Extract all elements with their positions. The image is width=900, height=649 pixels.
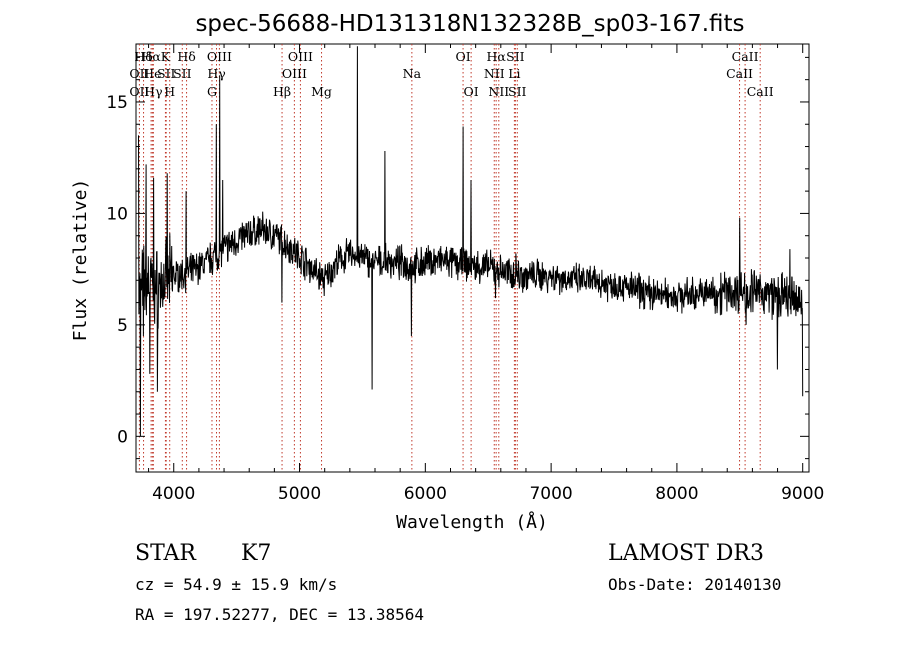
- y-tick-label: 15: [106, 93, 128, 113]
- y-tick-label: 10: [106, 204, 128, 224]
- x-tick-label: 9000: [781, 484, 824, 504]
- line-marker-label: Hα: [141, 49, 161, 64]
- line-marker-label: CaII: [726, 66, 753, 81]
- x-tick-label: 8000: [655, 484, 698, 504]
- line-marker-label: H: [164, 84, 175, 99]
- line-marker-label: SII: [173, 66, 192, 81]
- x-tick-label: 6000: [404, 484, 447, 504]
- coordinates-readout: RA = 197.52277, DEC = 13.38564: [135, 605, 424, 624]
- observation-date: Obs-Date: 20140130: [608, 575, 781, 594]
- line-marker-label: OII: [129, 66, 149, 81]
- line-marker-label: Hβ: [273, 84, 291, 99]
- line-marker-label: OIII: [207, 49, 232, 64]
- x-tick-label: 5000: [278, 484, 321, 504]
- line-marker-label: SII: [508, 84, 527, 99]
- x-axis-label: Wavelength (Å): [396, 511, 548, 533]
- line-marker-label: OI: [464, 84, 479, 99]
- line-marker-label: CaII: [747, 84, 774, 99]
- line-marker-label: SII: [506, 49, 525, 64]
- x-tick-label: 7000: [529, 484, 572, 504]
- object-subclass: K7: [241, 541, 271, 566]
- line-marker-label: Li: [508, 66, 520, 81]
- line-marker-label: OIII: [288, 49, 313, 64]
- chart-title: spec-56688-HD131318N132328B_sp03-167.fit…: [195, 11, 744, 37]
- line-marker-label: Hγ: [144, 84, 162, 99]
- line-marker-label: NII: [484, 66, 505, 81]
- x-tick-label: 4000: [152, 484, 195, 504]
- survey-name: LAMOST DR3: [608, 541, 764, 566]
- line-marker-label: Mg: [311, 84, 332, 99]
- line-marker-label: OII: [129, 84, 149, 99]
- line-marker-label: Hγ: [207, 66, 225, 81]
- line-label-layer: HδOIIOIIHαHeHγKSIIHHδSIIOIIIHγGOIIIOIIIH…: [129, 49, 773, 99]
- y-axis-label: Flux (relative): [70, 179, 91, 342]
- y-tick-label: 5: [117, 316, 128, 336]
- line-marker-label: Hδ: [134, 49, 152, 64]
- line-marker-label: Na: [403, 66, 422, 81]
- redshift-readout: cz = 54.9 ± 15.9 km/s: [135, 575, 337, 594]
- spectrum-line: [138, 46, 804, 437]
- line-marker-label: SII: [157, 66, 176, 81]
- line-marker-label: K: [161, 49, 171, 64]
- line-marker-label: CaII: [732, 49, 759, 64]
- line-marker-label: He: [143, 66, 161, 81]
- line-marker-label: Hα: [486, 49, 506, 64]
- line-marker-label: OI: [455, 49, 470, 64]
- line-marker-label: Hδ: [177, 49, 195, 64]
- line-marker-layer: [138, 44, 761, 472]
- object-class: STAR: [135, 541, 197, 566]
- line-marker-label: NII: [488, 84, 509, 99]
- line-marker-label: G: [207, 84, 217, 99]
- line-marker-label: OIII: [282, 66, 307, 81]
- axis-ticks: 4000 5000 6000 7000 8000 9000 0 5 10 15: [106, 44, 824, 504]
- y-tick-label: 0: [117, 427, 128, 447]
